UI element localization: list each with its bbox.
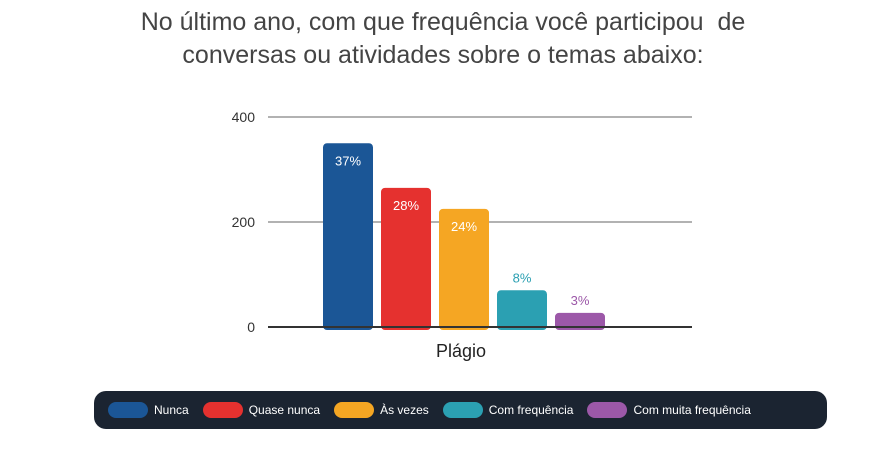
- chart-title-line-2: conversas ou atividades sobre o temas ab…: [182, 41, 704, 69]
- legend-item: Com muita frequência: [587, 402, 751, 418]
- x-category-label: Plágio: [436, 341, 486, 361]
- bar-as-vezes: [439, 208, 489, 330]
- legend-swatch: [108, 402, 148, 418]
- y-tick-label-0: 0: [247, 319, 255, 335]
- legend-swatch: [202, 402, 243, 418]
- bar-quase-nunca: [381, 187, 431, 330]
- y-tick-label-200: 200: [232, 214, 256, 230]
- data-label-quase-nunca: 28%: [393, 198, 419, 213]
- legend-label: Às vezes: [380, 403, 429, 417]
- legend-item: Quase nunca: [202, 402, 321, 418]
- legend-item: Com frequência: [442, 402, 574, 418]
- legend-item: Às vezes: [334, 402, 429, 418]
- bar-chart: 0 200 400 37% 28% 24% 8% 3% Plágio: [232, 109, 692, 361]
- bar-com-muita-frequencia: [555, 312, 605, 330]
- legend-swatch: [587, 402, 628, 418]
- data-label-nunca: 37%: [335, 153, 361, 168]
- data-label-as-vezes: 24%: [451, 219, 477, 234]
- bar-nunca: [323, 143, 373, 330]
- chart-title: No último ano, com que frequência você p…: [0, 6, 886, 72]
- legend-label: Com muita frequência: [633, 403, 751, 417]
- chart-title-line-1: No último ano, com que frequência você p…: [140, 8, 746, 36]
- chart-legend: Nunca Quase nunca Às vezes Com frequência Co…: [94, 391, 827, 429]
- data-label-com-muita-frequencia: 3%: [571, 293, 590, 308]
- legend-swatch: [442, 402, 483, 418]
- legend-item: Nunca: [108, 402, 189, 418]
- y-tick-label-400: 400: [232, 109, 256, 125]
- legend-label: Quase nunca: [248, 403, 321, 417]
- bar-com-frequencia: [497, 290, 547, 330]
- legend-label: Com frequência: [488, 403, 574, 417]
- legend-swatch: [334, 402, 375, 418]
- data-label-com-frequencia: 8%: [513, 270, 532, 285]
- legend-label: Nunca: [154, 403, 189, 417]
